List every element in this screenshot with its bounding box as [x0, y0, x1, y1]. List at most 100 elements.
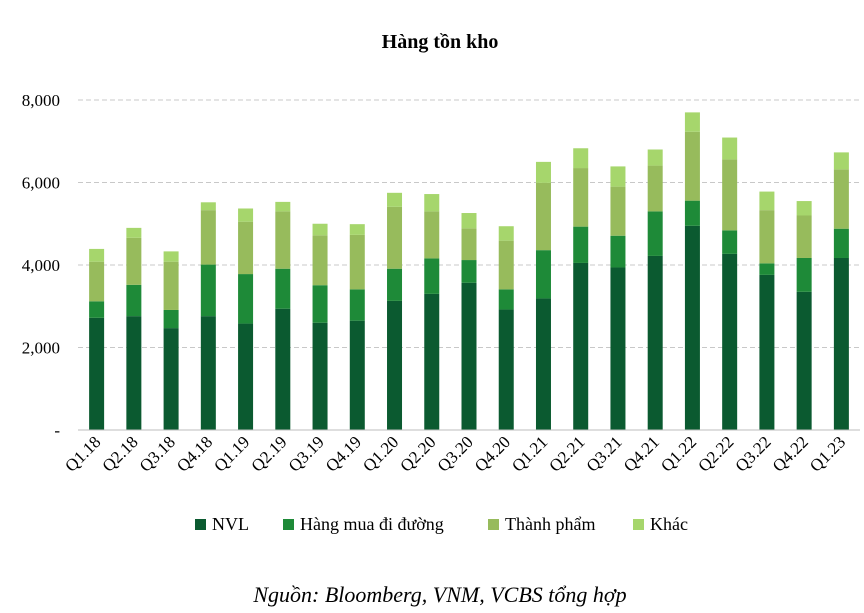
bar-segment: [498, 289, 514, 310]
y-axis-ticks: - 2,000 4,000 6,000 8,000: [22, 91, 61, 440]
x-tick-label: Q1.22: [657, 432, 700, 475]
bar-segment: [535, 161, 551, 183]
bar-segment: [610, 186, 626, 236]
bar-segment: [759, 274, 775, 430]
bar-segment: [424, 211, 440, 259]
x-tick-label: Q2.19: [247, 432, 290, 475]
bar-segment: [647, 165, 663, 212]
x-tick-label: Q2.20: [396, 432, 439, 475]
bar-segment: [722, 253, 738, 430]
bar-segment: [461, 228, 477, 261]
legend-swatch: [283, 519, 294, 530]
x-tick-label: Q3.21: [583, 432, 626, 475]
bar-segment: [163, 328, 179, 430]
legend-swatch: [488, 519, 499, 530]
bar-segment: [759, 210, 775, 264]
x-tick-label: Q3.20: [434, 432, 477, 475]
bar-segment: [684, 112, 700, 132]
bar-segment: [89, 301, 105, 318]
legend-label: Hàng mua đi đường: [300, 514, 444, 534]
bar-segment: [200, 210, 216, 265]
x-tick-label: Q3.19: [285, 432, 328, 475]
legend-label: Khác: [650, 514, 688, 534]
chart-title: Hàng tồn kho: [382, 31, 499, 53]
bar-segment: [759, 263, 775, 275]
bar-segment: [833, 169, 849, 229]
bar-segment: [647, 211, 663, 256]
bar-segment: [312, 223, 328, 236]
x-tick-label: Q2.22: [694, 432, 737, 475]
x-tick-label: Q4.18: [173, 432, 216, 475]
bar-segment: [573, 168, 589, 227]
x-tick-label: Q2.18: [99, 432, 142, 475]
y-tick-label: -: [54, 421, 60, 440]
bar-segment: [461, 282, 477, 430]
bar-segment: [89, 317, 105, 430]
x-tick-label: Q4.22: [769, 432, 812, 475]
bar-segment: [796, 291, 812, 430]
legend: NVL Hàng mua đi đường Thành phẩm Khác: [195, 514, 688, 534]
bar-segment: [238, 274, 254, 324]
x-tick-label: Q3.18: [136, 432, 179, 475]
bar-segment: [759, 191, 775, 211]
bar-segment: [684, 200, 700, 226]
bar-segment: [200, 202, 216, 211]
bar-segment: [275, 268, 291, 309]
bar-segment: [573, 226, 589, 263]
x-tick-label: Q4.19: [322, 432, 365, 475]
bar-segment: [312, 285, 328, 323]
bar-segment: [387, 268, 403, 301]
bar-segment: [238, 323, 254, 430]
bar-segment: [275, 201, 291, 212]
bar-segment: [796, 257, 812, 292]
bar-segment: [89, 248, 105, 262]
bar-segment: [387, 300, 403, 430]
bar-segment: [833, 257, 849, 430]
y-tick-label: 8,000: [22, 91, 60, 110]
bar-segment: [461, 260, 477, 283]
bar-segment: [424, 258, 440, 294]
bar-segment: [796, 201, 812, 216]
legend-swatch: [195, 519, 206, 530]
bar-segment: [535, 250, 551, 299]
y-tick-label: 2,000: [22, 339, 60, 358]
bar-segment: [684, 131, 700, 201]
bar-segment: [610, 166, 626, 187]
bars: [89, 112, 849, 430]
bar-segment: [126, 237, 142, 285]
legend-swatch: [633, 519, 644, 530]
bar-segment: [349, 289, 365, 321]
bar-segment: [238, 221, 254, 275]
bar-segment: [163, 251, 179, 262]
bar-segment: [722, 137, 738, 160]
bar-segment: [126, 316, 142, 430]
bar-segment: [610, 267, 626, 430]
x-tick-label: Q2.21: [545, 432, 588, 475]
x-tick-label: Q1.23: [806, 432, 849, 475]
x-axis-ticks: Q1.18Q2.18Q3.18Q4.18Q1.19Q2.19Q3.19Q4.19…: [61, 432, 849, 475]
bar-segment: [200, 316, 216, 430]
bar-segment: [200, 264, 216, 317]
bar-segment: [833, 152, 849, 170]
bar-segment: [461, 213, 477, 229]
x-tick-label: Q1.18: [61, 432, 104, 475]
bar-segment: [498, 240, 514, 290]
bar-segment: [387, 206, 403, 269]
bar-segment: [349, 234, 365, 290]
legend-label: Thành phẩm: [505, 514, 595, 534]
bar-segment: [163, 309, 179, 329]
bar-segment: [238, 208, 254, 222]
bar-segment: [349, 320, 365, 430]
bar-segment: [498, 226, 514, 241]
bar-segment: [126, 227, 142, 238]
bar-segment: [312, 322, 328, 430]
bar-segment: [722, 159, 738, 231]
bar-segment: [610, 235, 626, 268]
source-note: Nguồn: Bloomberg, VNM, VCBS tổng hợp: [252, 582, 626, 607]
x-tick-label: Q1.19: [210, 432, 253, 475]
bar-segment: [89, 261, 105, 302]
bar-segment: [275, 211, 291, 269]
legend-label: NVL: [212, 514, 249, 534]
bar-segment: [424, 194, 440, 212]
